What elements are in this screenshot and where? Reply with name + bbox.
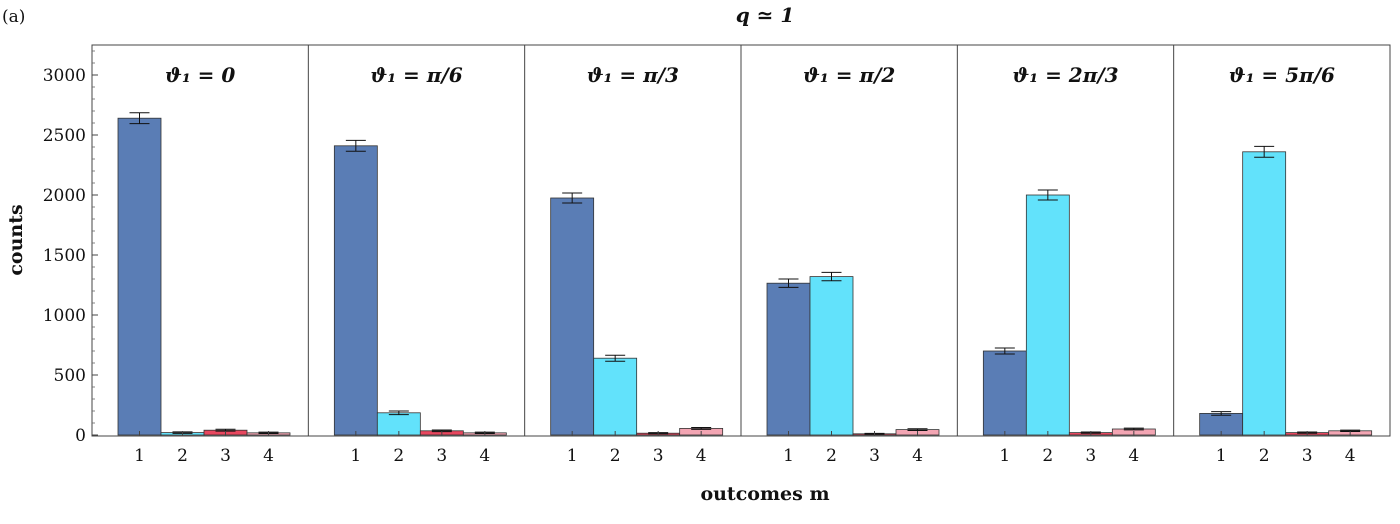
panel-title: ϑ₁ = π/2 bbox=[803, 63, 895, 87]
panel-6: ϑ₁ = 5π/6 1 2 3 4 bbox=[1173, 45, 1373, 466]
x-tick-label: 4 bbox=[1345, 446, 1356, 466]
x-tick-label: 3 bbox=[1302, 446, 1313, 466]
bar bbox=[809, 276, 854, 436]
panel-title: ϑ₁ = π/6 bbox=[370, 63, 462, 87]
panel-4: ϑ₁ = π/2 1 2 3 4 bbox=[740, 45, 940, 466]
x-tick-label: 1 bbox=[350, 446, 361, 466]
panel-2: ϑ₁ = π/6 1 2 3 4 bbox=[307, 45, 507, 466]
x-tick-label: 4 bbox=[696, 446, 707, 466]
bar bbox=[593, 357, 638, 436]
y-tick-label: 2000 bbox=[43, 186, 86, 206]
panel-1: ϑ₁ = 0 1 2 3 4 bbox=[117, 63, 291, 466]
x-tick-label: 3 bbox=[436, 446, 447, 466]
bar bbox=[982, 350, 1027, 436]
panel-title: ϑ₁ = 0 bbox=[165, 63, 235, 87]
bar bbox=[1242, 151, 1287, 436]
y-tick-label: 1000 bbox=[43, 306, 86, 326]
panel-5: ϑ₁ = 2π/3 1 2 3 4 bbox=[956, 45, 1156, 466]
x-tick-label: 4 bbox=[1128, 446, 1139, 466]
y-tick-label: 0 bbox=[75, 426, 86, 446]
x-tick-label: 3 bbox=[653, 446, 664, 466]
y-tick-label: 3000 bbox=[43, 66, 86, 86]
y-tick-label: 1500 bbox=[43, 246, 86, 266]
x-tick-label: 1 bbox=[567, 446, 578, 466]
panel-label: (a) bbox=[2, 7, 25, 27]
x-axis-label: outcomes m bbox=[700, 483, 829, 505]
x-tick-label: 2 bbox=[610, 446, 621, 466]
x-tick-label: 1 bbox=[1216, 446, 1227, 466]
x-tick-label: 2 bbox=[826, 446, 837, 466]
bar bbox=[550, 197, 595, 436]
bar bbox=[1025, 194, 1070, 436]
y-tick-label: 2500 bbox=[43, 126, 86, 146]
x-tick-label: 1 bbox=[134, 446, 145, 466]
panel-3: ϑ₁ = π/3 1 2 3 4 bbox=[524, 45, 724, 466]
x-tick-label: 2 bbox=[1259, 446, 1270, 466]
x-tick-label: 1 bbox=[999, 446, 1010, 466]
x-tick-label: 4 bbox=[479, 446, 490, 466]
panel-title: ϑ₁ = 2π/3 bbox=[1012, 63, 1118, 87]
panel-title: ϑ₁ = 5π/6 bbox=[1229, 63, 1335, 87]
x-tick-label: 2 bbox=[1042, 446, 1053, 466]
x-tick-label: 1 bbox=[783, 446, 794, 466]
panel-title: ϑ₁ = π/3 bbox=[587, 63, 679, 87]
x-tick-label: 3 bbox=[1085, 446, 1096, 466]
bar bbox=[333, 145, 378, 436]
chart-title: q ≃ 1 bbox=[736, 3, 795, 27]
x-tick-label: 3 bbox=[220, 446, 231, 466]
x-tick-label: 4 bbox=[912, 446, 923, 466]
bar bbox=[117, 117, 162, 436]
x-tick-label: 3 bbox=[869, 446, 880, 466]
x-tick-label: 4 bbox=[263, 446, 274, 466]
y-tick-label: 500 bbox=[54, 366, 86, 386]
x-tick-label: 2 bbox=[393, 446, 404, 466]
x-tick-label: 2 bbox=[177, 446, 188, 466]
bar bbox=[766, 282, 811, 436]
y-axis-label: counts bbox=[5, 204, 27, 275]
